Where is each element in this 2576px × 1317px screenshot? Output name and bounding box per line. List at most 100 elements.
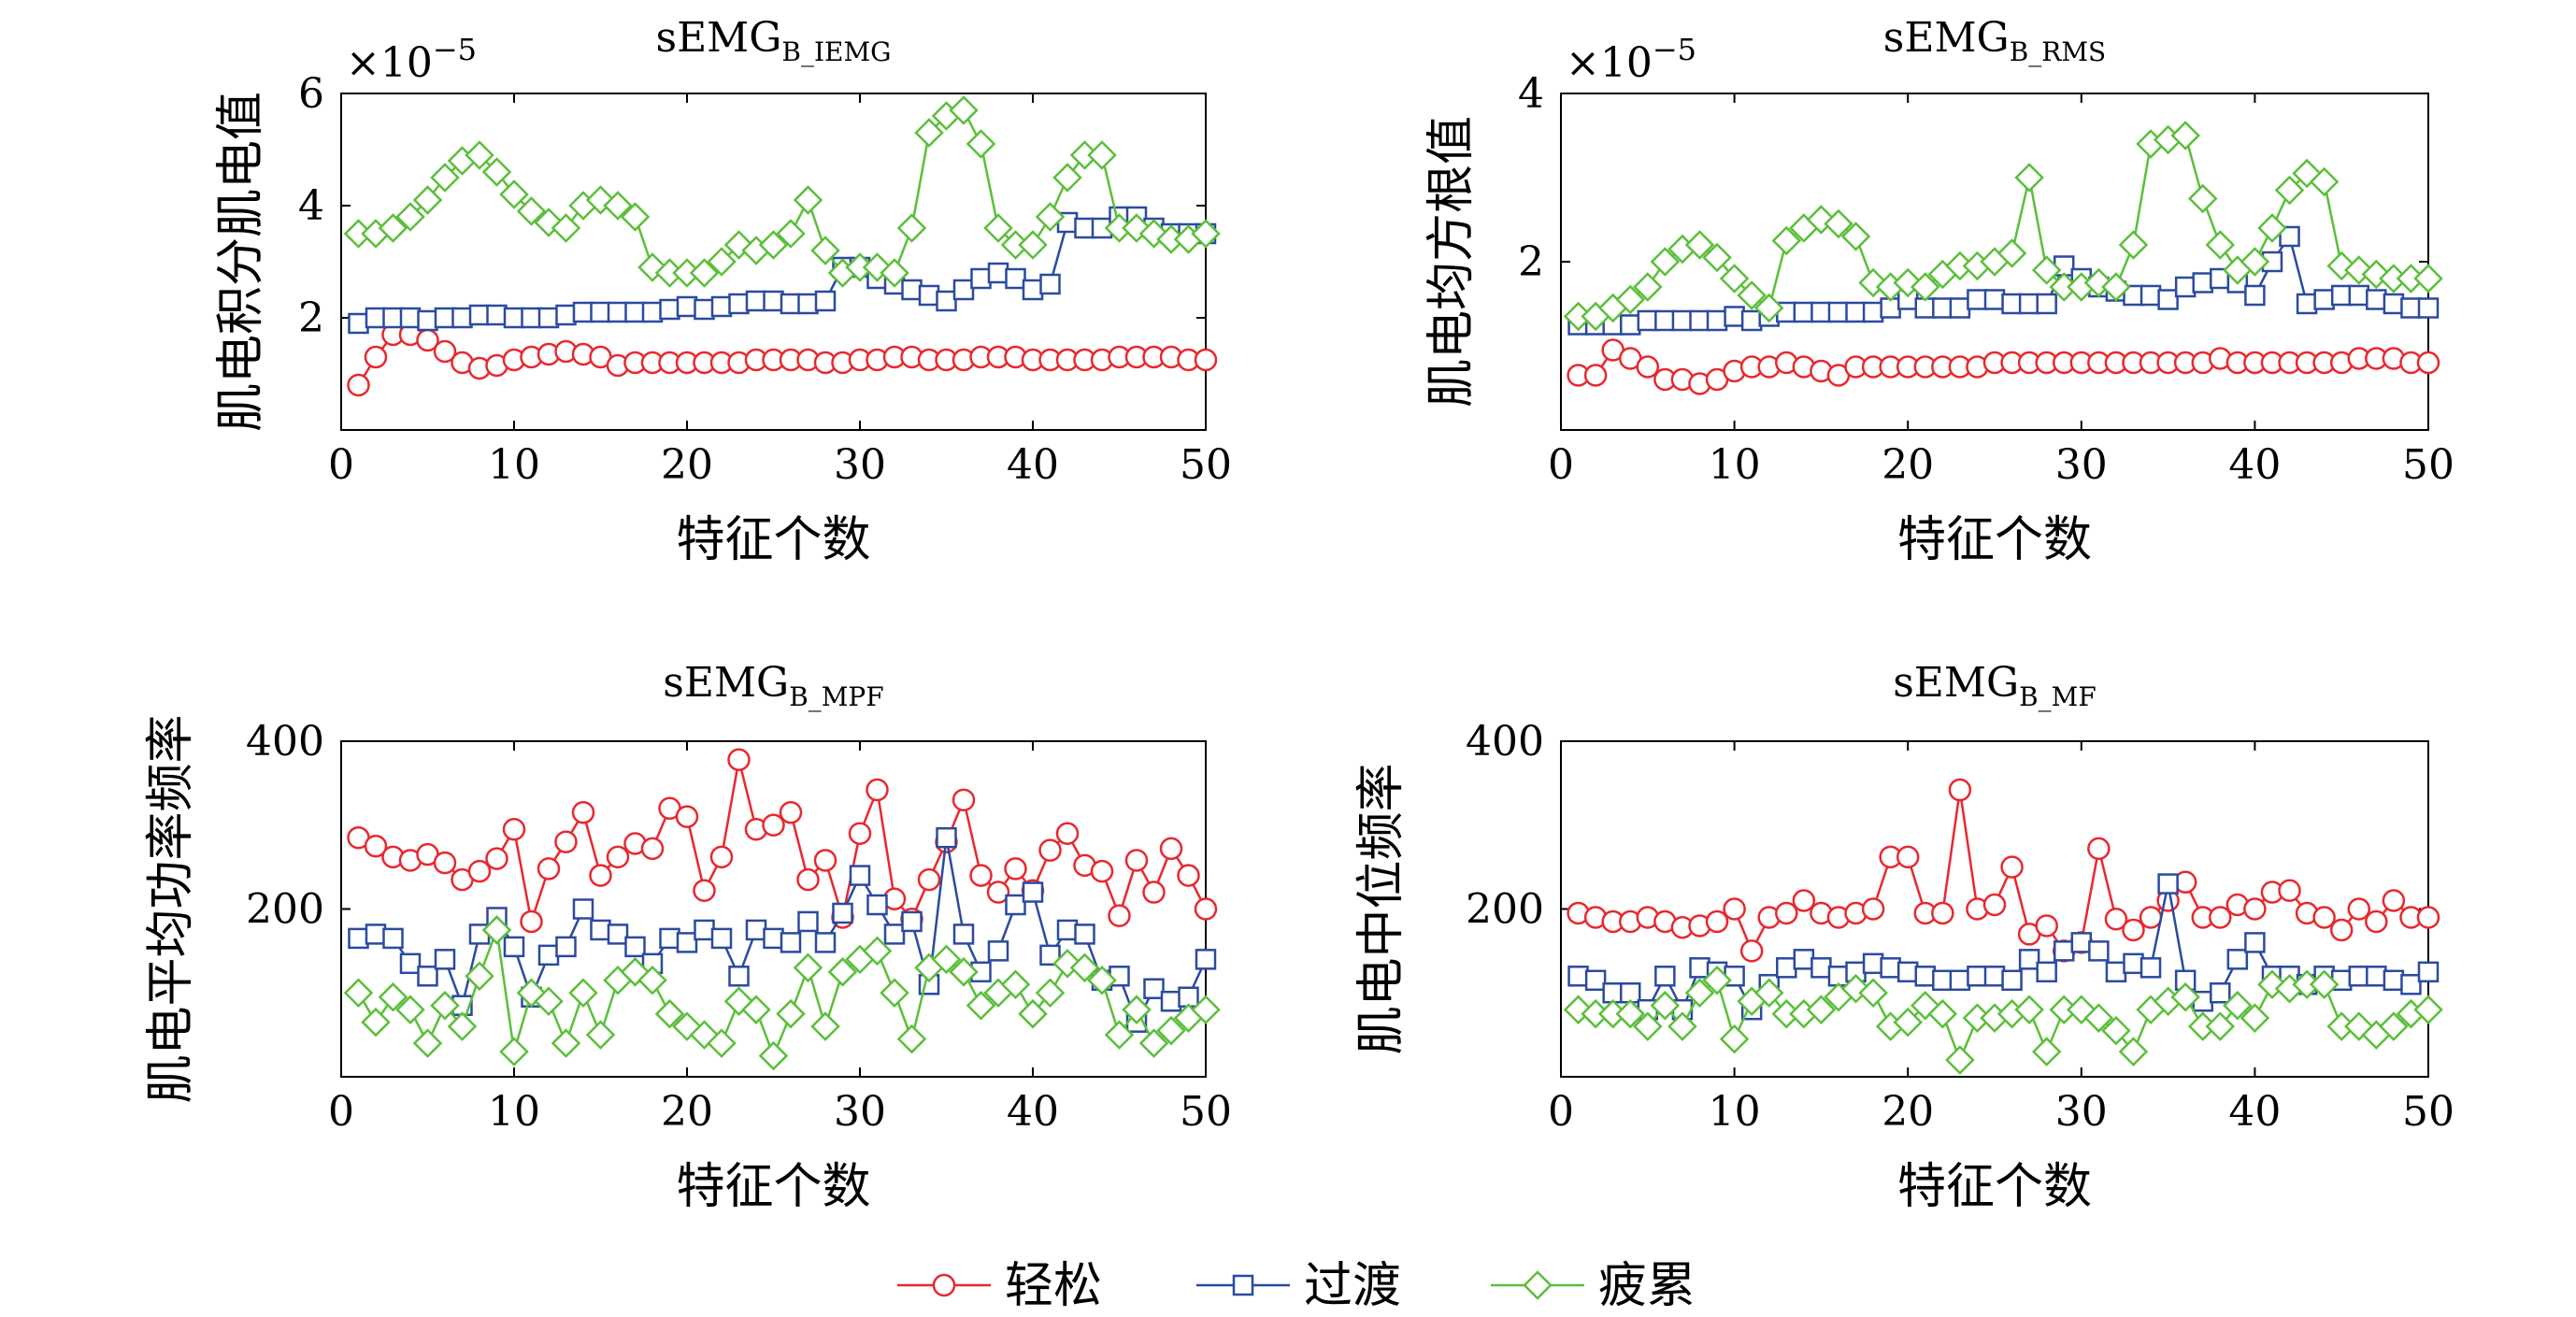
data-point [1737,280,1767,310]
y-axis-label: 肌电均方根值 [1424,116,1480,408]
data-point [1689,957,1710,979]
data-point [780,293,802,315]
data-point [694,298,715,321]
data-point [434,307,456,329]
data-point [1035,978,1066,1009]
chart-title: sEMGB_RMS [1883,14,2106,67]
data-point [2101,1015,2131,1046]
data-point [1018,998,1048,1029]
data-point [1005,894,1026,916]
data-point [2347,897,2371,921]
legend: 轻松 过渡 疲累 [897,1258,1696,1314]
data-point [1650,990,1681,1021]
data-point [1195,949,1217,970]
data-point [537,944,560,966]
x-tick-label: 50 [2402,441,2454,489]
data-point [2223,990,2253,1021]
data-point [568,978,598,1009]
data-point [970,267,992,290]
data-point [554,830,578,853]
data-point [1615,284,1646,315]
data-point [659,927,680,950]
data-point [412,185,443,215]
data-point [2187,183,2218,214]
data-point [571,801,595,824]
data-point [987,940,1009,962]
data-point [1775,901,1798,925]
data-point [1104,1020,1135,1050]
data-point [502,817,526,841]
data-point [758,230,789,260]
legend-label: 过渡 [1304,1258,1401,1314]
data-point [2416,906,2440,929]
data-point [866,778,889,802]
data-point [2014,995,2044,1024]
data-point [555,304,577,326]
data-point [347,373,370,397]
data-point [399,307,422,329]
data-point [2417,297,2440,319]
data-point [399,952,422,975]
data-point [1810,957,1832,979]
data-point [2140,957,2162,979]
data-point [810,236,840,265]
data-point [694,919,715,941]
chart-panel-3: 0 10 20 30 40 50 200 400 sEMGB_MPF 特征个数 肌电平均功率频率 [143,659,1232,1215]
data-point [1039,273,1061,295]
data-point [2174,276,2197,298]
data-point [348,927,369,950]
data-point [637,966,667,995]
data-point [2413,995,2443,1024]
series-circle [1567,778,2440,963]
data-point [378,213,408,243]
data-point [776,219,806,249]
data-point [987,262,1009,284]
x-tick-label: 20 [661,1088,713,1136]
data-point [499,179,529,209]
series-diamond [343,915,1221,1071]
data-point [1074,923,1095,945]
data-point [676,295,698,318]
data-point [779,801,803,824]
data-point [1633,272,1663,302]
data-point [378,981,408,1012]
x-tick-label: 30 [2055,441,2108,489]
data-point [2365,909,2388,934]
data-point [417,309,438,332]
data-point [1035,202,1066,232]
data-point [1858,978,1888,1009]
data-point [2140,284,2162,307]
data-point [2035,914,2058,938]
data-point [2366,966,2387,987]
data-point [1753,293,1784,323]
data-point [364,345,388,369]
data-point [2416,351,2440,375]
data-point [503,936,525,958]
data-point [780,932,802,953]
data-point [2313,289,2335,310]
data-point [728,966,750,987]
data-point [1654,966,1676,987]
data-point [1806,995,1837,1024]
data-point [2139,906,2163,929]
data-point [624,301,646,323]
data-point [2036,293,2057,315]
data-point [2205,1011,2236,1041]
data-point [2118,230,2149,260]
x-tick-label: 50 [1180,441,1232,489]
data-point [1018,230,1048,260]
data-point [1896,845,1920,869]
data-point [2018,949,2040,970]
x-tick-label: 0 [1548,1088,1574,1136]
y-tick-label: 2 [298,294,324,342]
data-point [2205,230,2236,260]
data-point [1633,1011,1663,1041]
data-point [395,202,425,232]
series-line [357,759,1208,923]
series-square [1567,225,2440,336]
legend-marker [932,1273,956,1297]
x-tick-label: 0 [328,441,354,489]
data-point [2244,284,2266,307]
data-point [1824,208,1853,239]
